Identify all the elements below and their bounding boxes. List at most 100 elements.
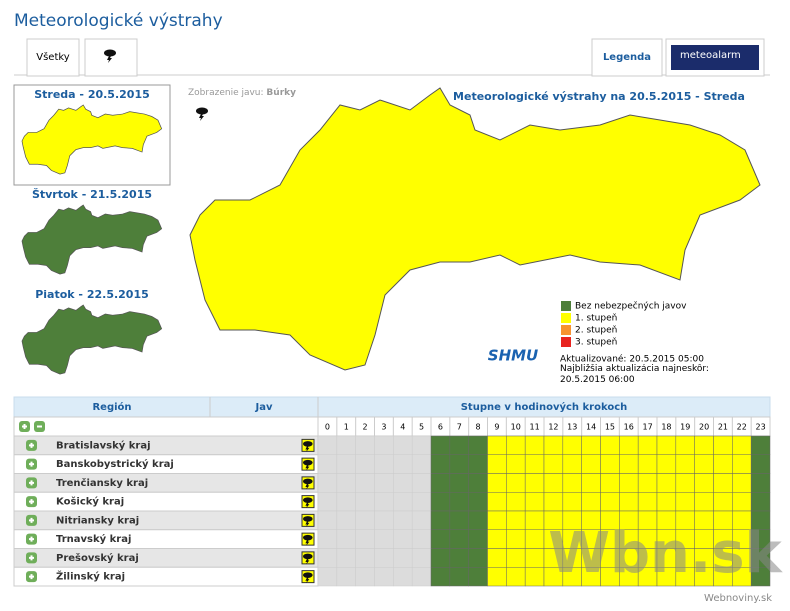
- hour-cell: [393, 548, 413, 568]
- hour-cell: [637, 492, 658, 512]
- day-map[interactable]: [21, 304, 163, 375]
- day-label[interactable]: Piatok - 22.5.2015: [35, 288, 149, 301]
- hour-cell: [374, 510, 394, 530]
- hour-cell: [732, 454, 752, 474]
- hour-cell: [713, 454, 733, 474]
- hour-cell: [317, 567, 338, 587]
- hour-label: 5: [419, 423, 424, 432]
- hour-cell: [336, 473, 356, 493]
- hour-cell: [656, 492, 677, 512]
- hour-cell: [374, 548, 394, 568]
- tab[interactable]: [26, 38, 80, 77]
- hour-cell: [468, 567, 488, 587]
- hour-cell: [393, 567, 413, 587]
- hour-cell: [562, 454, 582, 474]
- hour-cell: [430, 454, 451, 474]
- hour-cell: [487, 473, 507, 493]
- hour-cell: [355, 435, 375, 455]
- hour-cell: [506, 567, 526, 587]
- hour-cell: [637, 435, 658, 455]
- tab-label[interactable]: Legenda: [603, 52, 651, 63]
- region-name: Banskobystrický kraj: [56, 458, 174, 470]
- hour-cell: [468, 529, 488, 549]
- hour-cell: [750, 435, 771, 455]
- hour-cell: [430, 548, 451, 568]
- hour-cell: [506, 492, 526, 512]
- hour-cell: [336, 510, 356, 530]
- hour-cell: [317, 510, 338, 530]
- hour-cell: [581, 435, 601, 455]
- hour-cell: [449, 492, 469, 512]
- hour-cell: [562, 435, 582, 455]
- next-update-box: Najbližšia aktualizácia najneskôr: 20.5.…: [560, 364, 709, 385]
- legend-label: Bez nebezpečných javov: [575, 301, 687, 312]
- hour-cell: [750, 492, 771, 512]
- hour-cell: [619, 454, 639, 474]
- day-label[interactable]: Štvrtok - 21.5.2015: [32, 188, 152, 201]
- hour-cell: [619, 492, 639, 512]
- map-title: Meteorologické výstrahy na 20.5.2015 - S…: [453, 90, 745, 103]
- hour-cell: [411, 435, 432, 455]
- hour-cell: [732, 492, 752, 512]
- legend-swatch: [561, 325, 571, 335]
- hour-cell: [317, 548, 338, 568]
- hour-cell: [336, 492, 356, 512]
- hour-cell: [317, 529, 338, 549]
- hour-cell: [393, 529, 413, 549]
- hour-cell: [355, 529, 375, 549]
- hour-cell: [487, 454, 507, 474]
- hour-cell: [468, 435, 488, 455]
- tab[interactable]: [591, 38, 663, 77]
- hour-cell: [336, 548, 356, 568]
- hour-cell: [411, 473, 432, 493]
- hour-cell: [449, 435, 469, 455]
- tab-label[interactable]: Všetky: [36, 51, 70, 63]
- hour-label: 1: [344, 423, 349, 432]
- hour-cell: [543, 492, 564, 512]
- storm-icon: [196, 107, 208, 121]
- region-name: Trnavský kraj: [56, 533, 131, 545]
- region-name: Trenčiansky kraj: [56, 477, 148, 489]
- hour-cell: [619, 435, 639, 455]
- hour-label: 4: [400, 423, 405, 432]
- hour-label: 3: [381, 423, 386, 432]
- hour-label: 23: [755, 423, 765, 432]
- hour-cell: [430, 473, 451, 493]
- hour-cell: [411, 529, 432, 549]
- hour-cell: [600, 435, 620, 455]
- hour-cell: [430, 510, 451, 530]
- hour-label: 9: [494, 423, 499, 432]
- hour-cell: [637, 473, 658, 493]
- tab-active[interactable]: [84, 38, 138, 77]
- hour-cell: [750, 454, 771, 474]
- hour-cell: [694, 492, 714, 512]
- hour-cell: [581, 473, 601, 493]
- legend-swatch: [561, 313, 571, 323]
- hour-label: 15: [605, 423, 615, 432]
- hour-cell: [411, 492, 432, 512]
- hour-cell: [656, 435, 677, 455]
- hour-cell: [506, 454, 526, 474]
- legend-swatch: [561, 301, 571, 311]
- display-label-text: Zobrazenie javu:: [188, 88, 264, 98]
- region-name: Prešovský kraj: [56, 552, 139, 564]
- hour-cell: [336, 529, 356, 549]
- hour-label: 8: [476, 423, 481, 432]
- hour-cell: [524, 567, 545, 587]
- hour-cell: [317, 435, 338, 455]
- hour-label: 21: [718, 423, 728, 432]
- day-label[interactable]: Streda - 20.5.2015: [34, 88, 150, 101]
- region-name: Žilinský kraj: [56, 570, 125, 583]
- hour-cell: [449, 567, 469, 587]
- hour-cell: [713, 492, 733, 512]
- hour-cell: [675, 492, 695, 512]
- hour-cell: [355, 510, 375, 530]
- hour-cell: [374, 473, 394, 493]
- legend-label: 1. stupeň: [575, 313, 617, 324]
- logo-text: meteoalarm: [680, 50, 741, 61]
- shmu-logo-bg: [480, 340, 546, 375]
- display-label: Zobrazenie javu: Búrky: [188, 88, 296, 98]
- day-map[interactable]: [21, 204, 163, 275]
